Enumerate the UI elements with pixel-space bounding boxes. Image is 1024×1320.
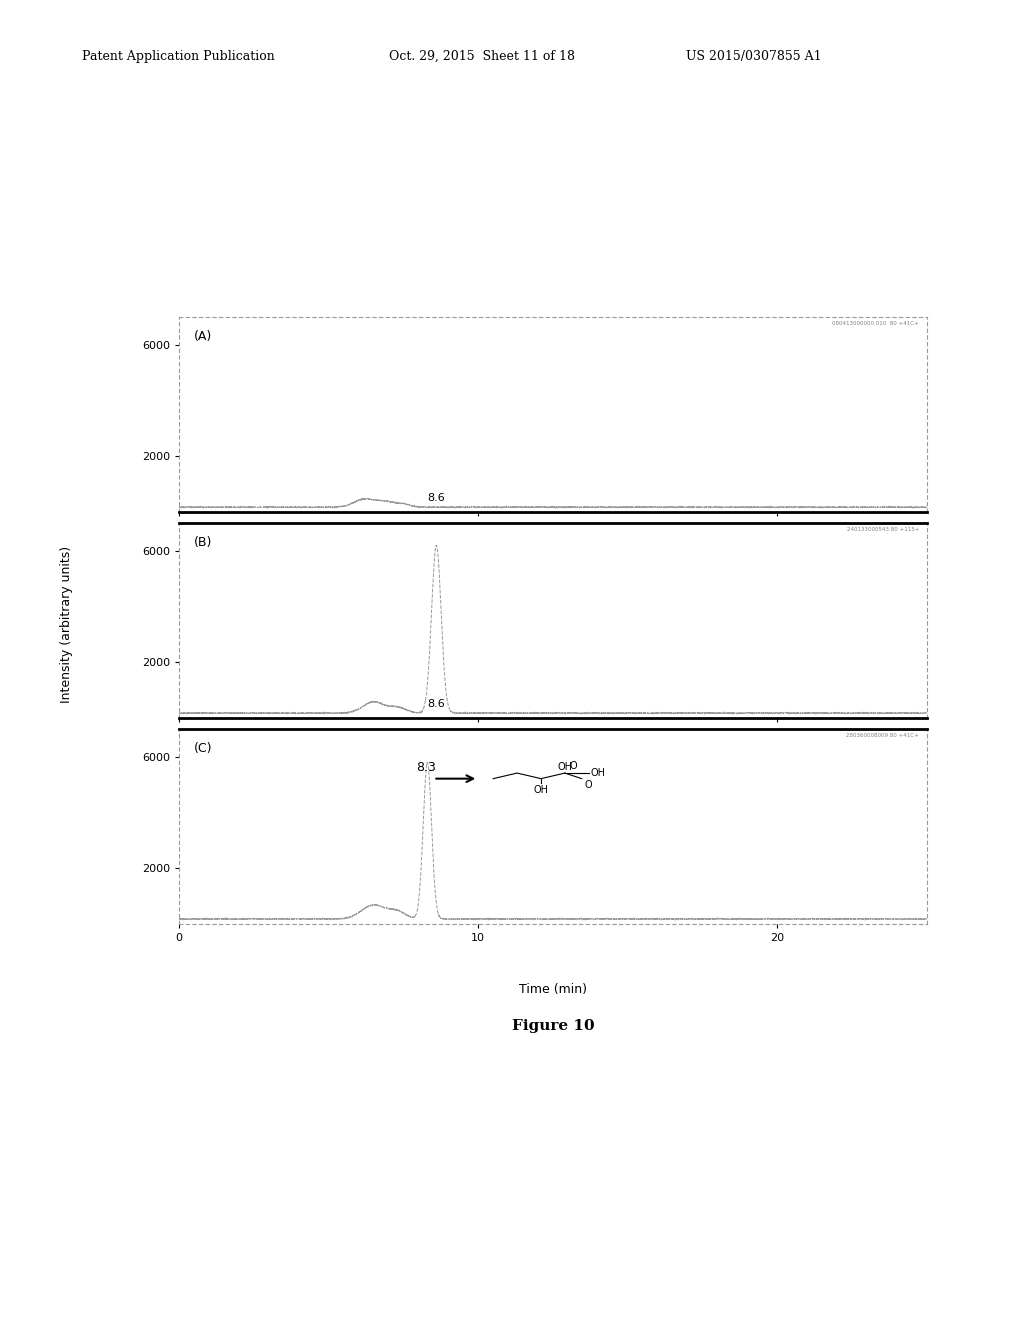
Text: 280360008009 80 +41C+: 280360008009 80 +41C+ — [847, 733, 920, 738]
Text: 080413000000 010  80 +41C+: 080413000000 010 80 +41C+ — [833, 321, 920, 326]
Text: OH: OH — [557, 762, 572, 772]
Text: Patent Application Publication: Patent Application Publication — [82, 50, 274, 63]
Text: 8.6: 8.6 — [427, 700, 445, 709]
Text: 8.6: 8.6 — [427, 494, 445, 503]
Text: US 2015/0307855 A1: US 2015/0307855 A1 — [686, 50, 821, 63]
Text: (A): (A) — [195, 330, 212, 343]
Text: OH: OH — [590, 768, 605, 777]
Text: O: O — [585, 780, 592, 791]
Text: 240133000543 80 +115+: 240133000543 80 +115+ — [847, 527, 920, 532]
Text: (B): (B) — [195, 536, 213, 549]
Text: OH: OH — [534, 784, 549, 795]
Text: Time (min): Time (min) — [519, 983, 587, 997]
Text: (C): (C) — [195, 742, 213, 755]
Text: O: O — [569, 762, 578, 771]
Text: Intensity (arbitrary units): Intensity (arbitrary units) — [60, 545, 73, 704]
Text: Oct. 29, 2015  Sheet 11 of 18: Oct. 29, 2015 Sheet 11 of 18 — [389, 50, 575, 63]
Text: Figure 10: Figure 10 — [512, 1019, 594, 1034]
Text: 8.3: 8.3 — [416, 762, 436, 775]
